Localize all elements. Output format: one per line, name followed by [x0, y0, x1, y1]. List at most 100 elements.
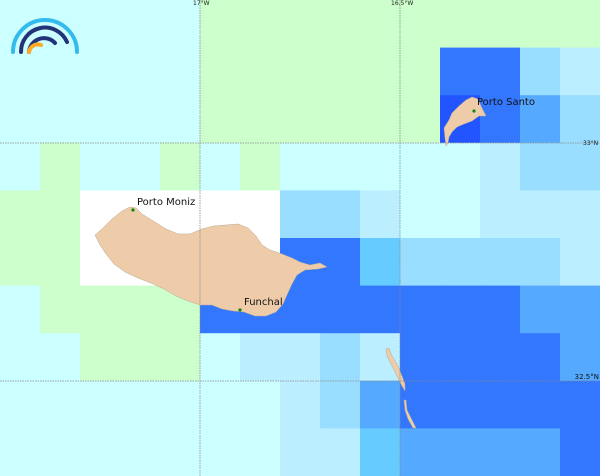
grid-cell — [200, 333, 241, 382]
grid-cell — [320, 142, 361, 191]
place-label-funchal: Funchal — [244, 297, 283, 308]
grid-cell — [80, 47, 121, 96]
grid-cell — [560, 428, 600, 476]
grid-cell — [40, 380, 81, 429]
grid-cell — [400, 0, 441, 49]
grid-cell — [400, 47, 441, 96]
grid-cell — [520, 380, 561, 429]
grid-cell — [400, 142, 441, 191]
grid-cell — [320, 380, 361, 429]
grid-cell — [160, 0, 201, 49]
grid-cell — [200, 428, 241, 476]
grid-cell — [160, 380, 201, 429]
grid-cell — [320, 238, 361, 287]
grid-cell — [320, 333, 361, 382]
grid-cell — [0, 380, 41, 429]
grid-cell — [240, 0, 281, 49]
grid-cell — [360, 47, 401, 96]
grid-cell — [400, 428, 441, 476]
latitude-label: 33°N — [583, 140, 599, 147]
porto-santo-dot — [472, 109, 476, 113]
logo-icon — [11, 18, 79, 54]
grid-cell — [200, 95, 241, 144]
grid-cell — [200, 380, 241, 429]
grid-cell — [480, 428, 521, 476]
grid-cell — [40, 428, 81, 476]
grid-cell — [480, 190, 521, 239]
grid-cell — [0, 333, 41, 382]
place-label-porto-moniz: Porto Moniz — [137, 197, 196, 208]
grid-cell — [280, 380, 321, 429]
grid-cell — [0, 238, 41, 287]
grid-cell — [320, 190, 361, 239]
city-dots — [131, 109, 476, 312]
place-label-porto-santo: Porto Santo — [477, 97, 535, 108]
grid-cell — [560, 47, 600, 96]
grid-cell — [320, 428, 361, 476]
latitude-label: 32.5°N — [574, 373, 599, 381]
grid-cell — [160, 333, 201, 382]
grid-cell — [320, 47, 361, 96]
grid-cell — [160, 428, 201, 476]
grid-cell — [200, 142, 241, 191]
funchal-dot — [238, 308, 242, 312]
grid-cell — [160, 142, 201, 191]
grid-cell — [560, 95, 600, 144]
grid-cell — [360, 238, 401, 287]
grid-cell — [520, 95, 561, 144]
grid-cell — [360, 285, 401, 334]
grid-cell — [360, 333, 401, 382]
grid-cell — [80, 333, 121, 382]
grid-cell — [280, 142, 321, 191]
bugio-island — [403, 399, 417, 429]
grid-cell — [480, 47, 521, 96]
grid-cell — [480, 238, 521, 287]
grid-cell — [80, 285, 121, 334]
grid-cell — [40, 333, 81, 382]
grid-cell — [40, 142, 81, 191]
grid-cell — [40, 285, 81, 334]
porto-santo-island — [443, 96, 487, 147]
grid-cell — [520, 285, 561, 334]
grid-cell — [320, 285, 361, 334]
grid-cell — [280, 95, 321, 144]
porto-moniz-dot — [131, 208, 135, 212]
grid-cell — [520, 190, 561, 239]
grid-cell — [120, 428, 161, 476]
grid-cell — [240, 380, 281, 429]
grid-cell — [400, 285, 441, 334]
grid-cell — [400, 190, 441, 239]
grid-cell — [480, 285, 521, 334]
grid-cell — [280, 0, 321, 49]
grid-cell — [240, 428, 281, 476]
grid-cell — [0, 285, 41, 334]
grid-cell — [480, 0, 521, 49]
grid-cell — [0, 142, 41, 191]
grid-cell — [280, 47, 321, 96]
grid-cell — [520, 0, 561, 49]
grid-cell — [400, 238, 441, 287]
grid-cell — [0, 428, 41, 476]
grid-cell — [440, 190, 481, 239]
grid-cell — [40, 95, 81, 144]
longitude-label: 17°W — [193, 0, 210, 7]
grid-cell — [480, 333, 521, 382]
grid-cell — [200, 47, 241, 96]
grid-cell — [120, 95, 161, 144]
grid-cell — [400, 333, 441, 382]
grid-cell — [480, 380, 521, 429]
grid-cell — [80, 428, 121, 476]
grid-cell — [520, 428, 561, 476]
land — [94, 96, 487, 429]
grid-cell — [40, 47, 81, 96]
grid-cell — [120, 47, 161, 96]
longitude-label: 16.5°W — [391, 0, 414, 7]
grid-cell — [360, 95, 401, 144]
grid-cell — [0, 95, 41, 144]
grid-cell — [120, 142, 161, 191]
grid-cell — [0, 190, 41, 239]
grid-cell — [480, 95, 521, 144]
